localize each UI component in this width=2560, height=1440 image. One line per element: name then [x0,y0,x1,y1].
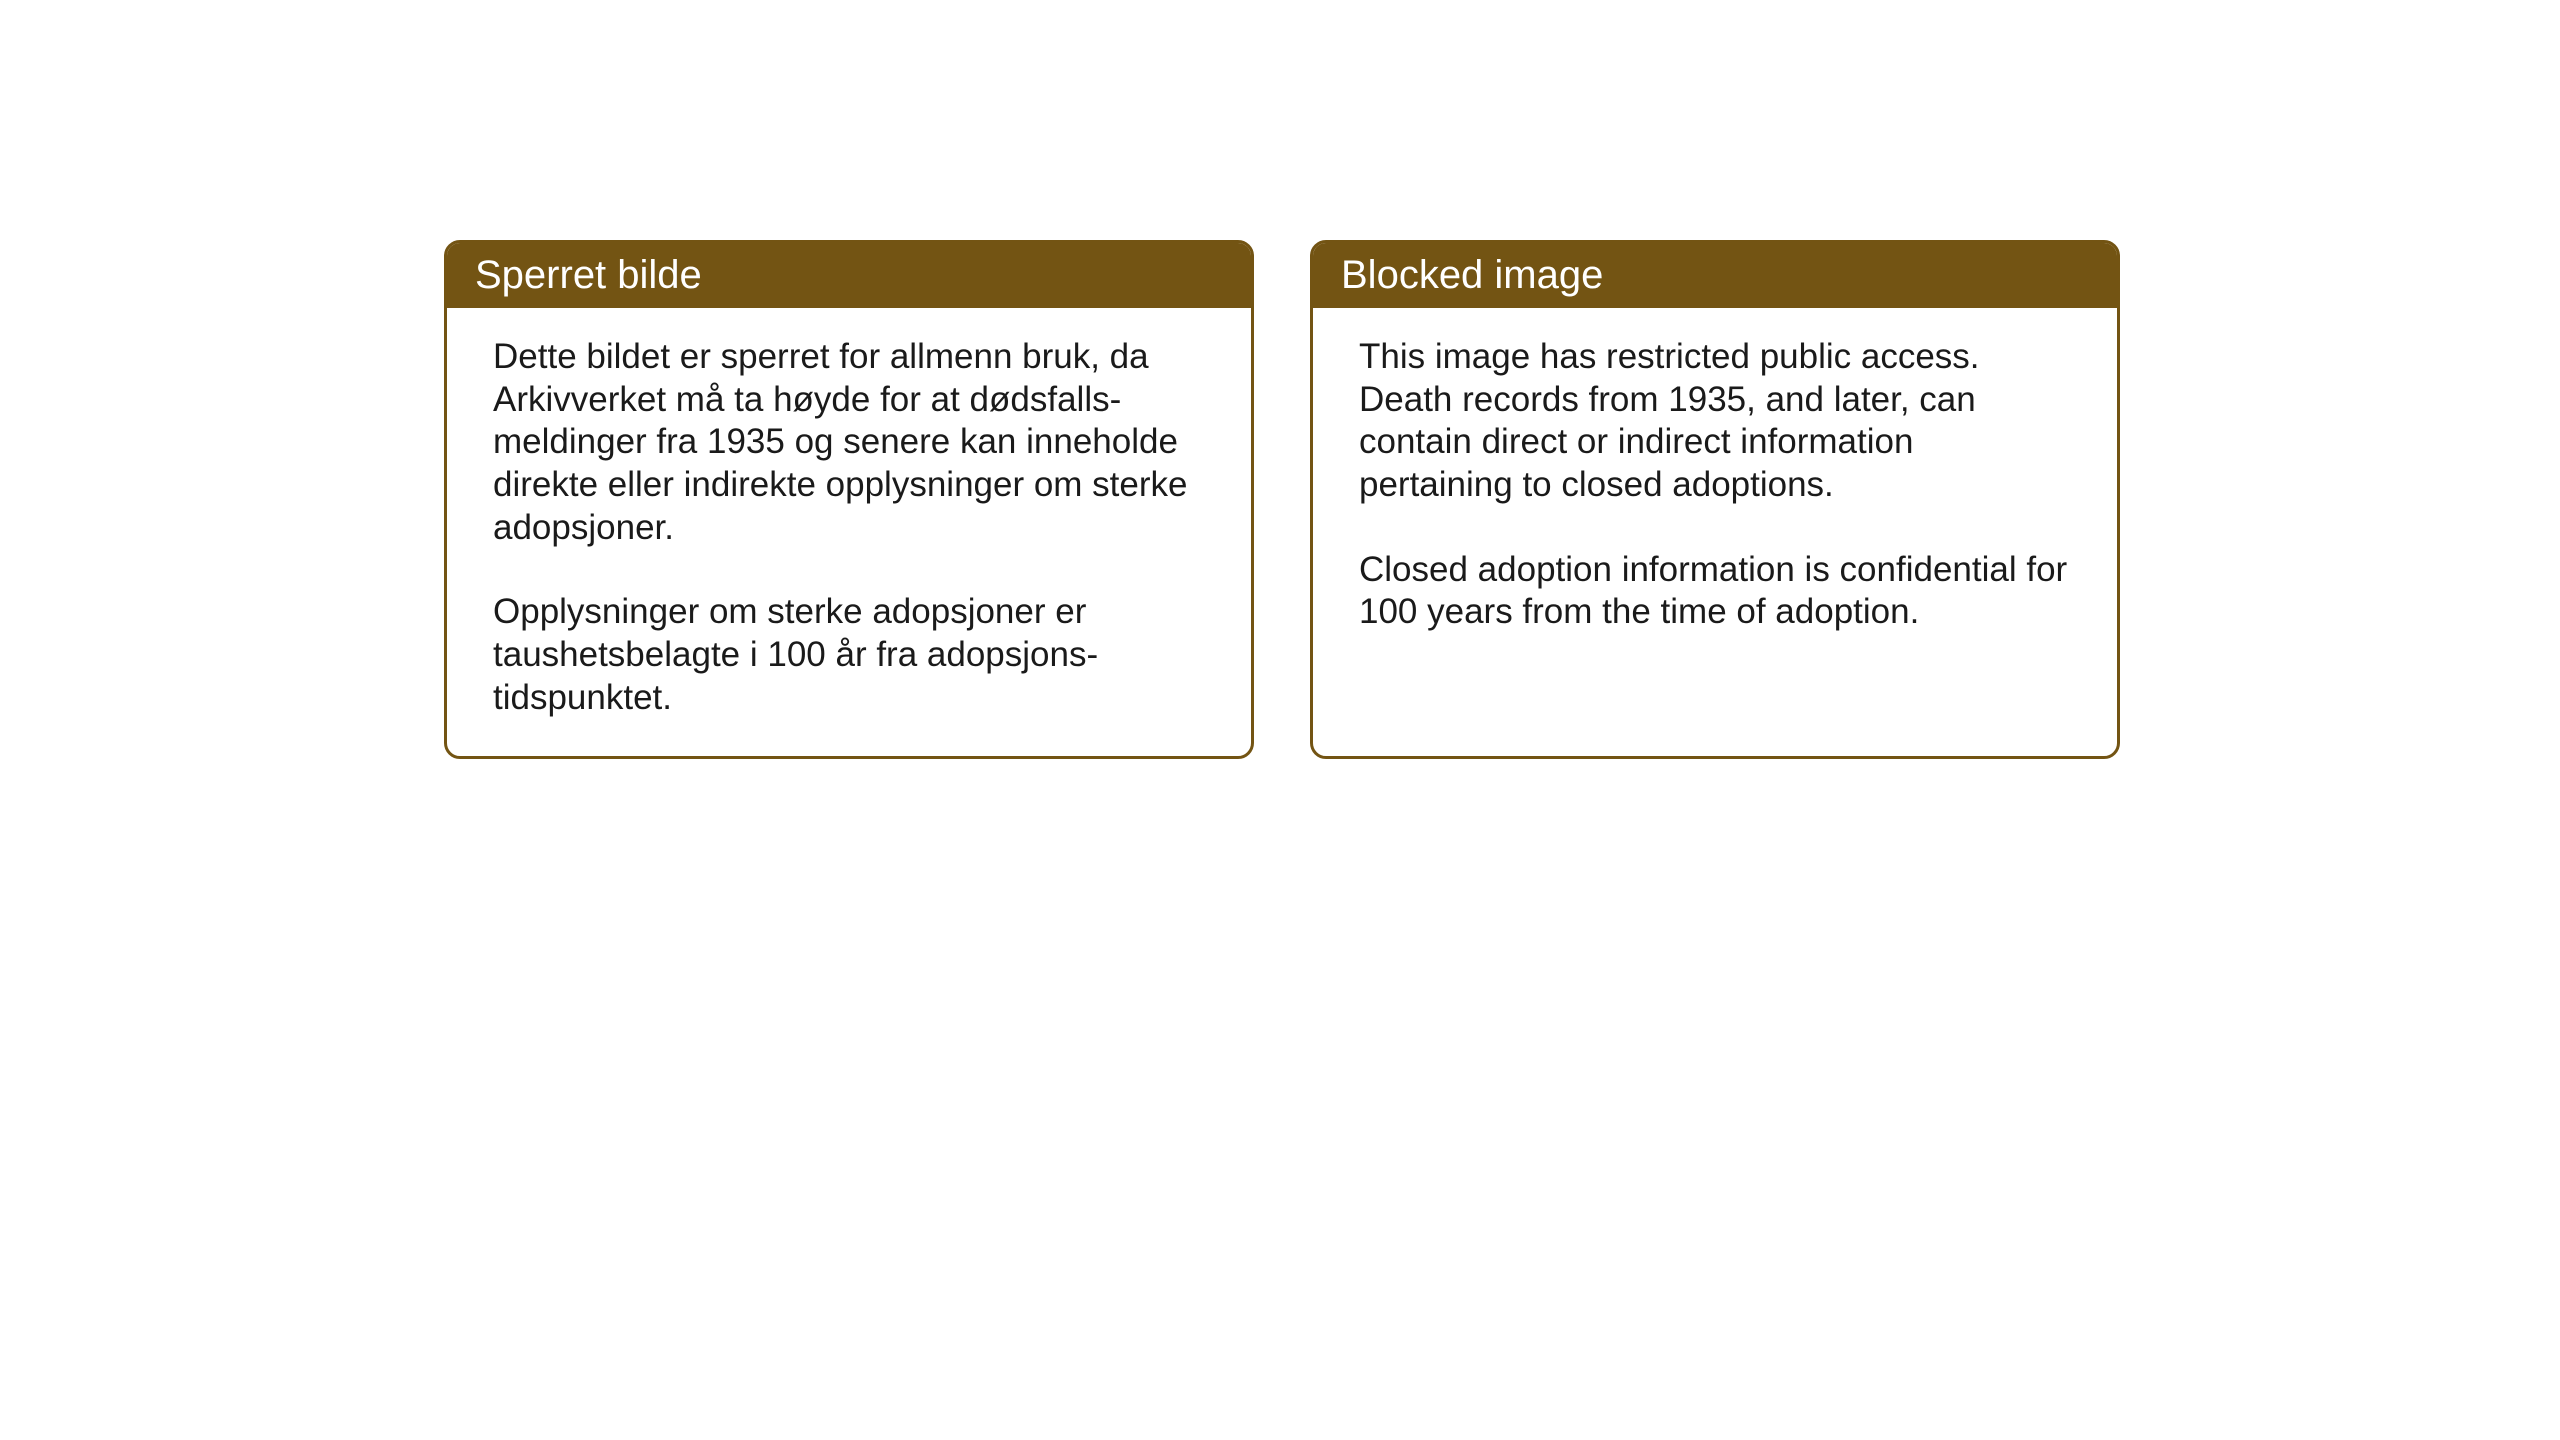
notice-body-english: This image has restricted public access.… [1313,308,2117,708]
notice-paragraph-1-english: This image has restricted public access.… [1359,336,2071,507]
notice-header-english: Blocked image [1313,243,2117,308]
notice-box-english: Blocked image This image has restricted … [1310,240,2120,759]
notice-body-norwegian: Dette bildet er sperret for allmenn bruk… [447,308,1251,756]
notices-container: Sperret bilde Dette bildet er sperret fo… [444,240,2120,759]
notice-box-norwegian: Sperret bilde Dette bildet er sperret fo… [444,240,1254,759]
notice-paragraph-1-norwegian: Dette bildet er sperret for allmenn bruk… [493,336,1205,549]
notice-paragraph-2-english: Closed adoption information is confident… [1359,549,2071,634]
notice-paragraph-2-norwegian: Opplysninger om sterke adopsjoner er tau… [493,591,1205,719]
notice-header-norwegian: Sperret bilde [447,243,1251,308]
